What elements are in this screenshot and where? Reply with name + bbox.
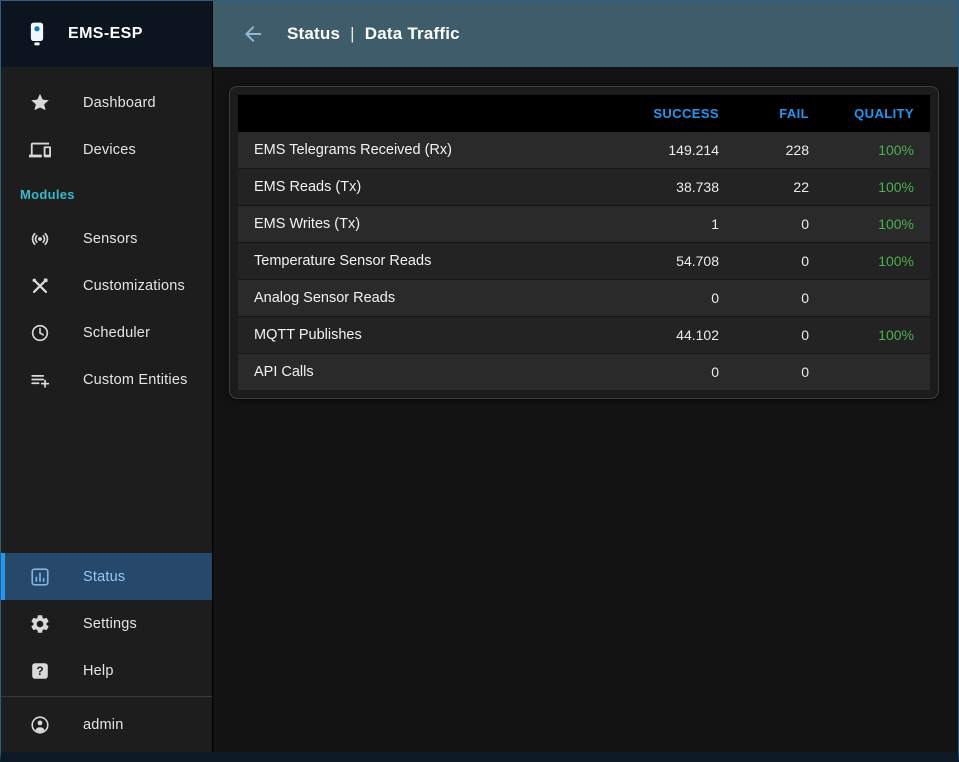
sidebar-item-label: admin (83, 717, 124, 733)
sidebar-item-custom-entities[interactable]: Custom Entities (1, 356, 212, 403)
sidebar-item-label: Status (83, 568, 126, 585)
construction-icon (28, 274, 52, 298)
sidebar: EMS-ESP Dashboard Devices Modu (1, 1, 213, 752)
table-row: API Calls 0 0 (238, 353, 930, 390)
metric-quality: 100% (825, 168, 930, 205)
page-title-primary: Status (287, 24, 341, 43)
sidebar-item-status[interactable]: Status (1, 553, 212, 600)
sidebar-account-admin[interactable]: admin (1, 699, 212, 751)
main-column: Status | Data Traffic SUCCESS FAIL (213, 1, 958, 752)
gear-icon (28, 612, 52, 636)
clock-icon (28, 321, 52, 345)
content-area: SUCCESS FAIL QUALITY EMS Telegrams Recei… (213, 67, 958, 752)
table-row: Temperature Sensor Reads 54.708 0 100% (238, 242, 930, 279)
sidebar-item-label: Custom Entities (83, 371, 188, 388)
page-title-secondary: Data Traffic (364, 24, 460, 43)
table-row: EMS Reads (Tx) 38.738 22 100% (238, 168, 930, 205)
help-icon: ? (28, 659, 52, 683)
sidebar-item-devices[interactable]: Devices (1, 126, 212, 173)
metric-quality (825, 279, 930, 316)
playlist-add-icon (28, 368, 52, 392)
data-traffic-table: SUCCESS FAIL QUALITY EMS Telegrams Recei… (238, 95, 930, 390)
sidebar-bottom-nav: Status Settings ? Help (1, 553, 212, 752)
metric-name: EMS Reads (Tx) (238, 168, 605, 205)
metric-name: Temperature Sensor Reads (238, 242, 605, 279)
metric-fail: 0 (735, 279, 825, 316)
column-header-success: SUCCESS (605, 95, 735, 132)
sidebar-item-label: Dashboard (83, 94, 156, 111)
metric-name: API Calls (238, 353, 605, 390)
metric-quality (825, 353, 930, 390)
table-row: EMS Telegrams Received (Rx) 149.214 228 … (238, 132, 930, 168)
table-row: EMS Writes (Tx) 1 0 100% (238, 205, 930, 242)
column-header-fail: FAIL (735, 95, 825, 132)
sidebar-item-dashboard[interactable]: Dashboard (1, 79, 212, 126)
metric-fail: 228 (785, 142, 809, 158)
metric-fail: 0 (735, 205, 825, 242)
sidebar-item-customizations[interactable]: Customizations (1, 262, 212, 309)
app-logo-icon (23, 20, 51, 48)
svg-text:?: ? (36, 664, 43, 678)
app-logo-area: EMS-ESP (1, 1, 212, 67)
metric-fail: 0 (735, 353, 825, 390)
metric-name: EMS Writes (Tx) (238, 205, 605, 242)
table-row: MQTT Publishes 44.102 0 100% (238, 316, 930, 353)
metric-success: 38.738 (605, 168, 735, 205)
modules-section-label: Modules (20, 186, 75, 202)
table-header-row: SUCCESS FAIL QUALITY (238, 95, 930, 132)
metric-quality: 100% (825, 316, 930, 353)
star-icon (28, 91, 52, 115)
column-header-name (238, 95, 605, 132)
sidebar-item-label: Customizations (83, 277, 185, 294)
metric-success: 149.214 (668, 142, 719, 158)
sidebar-item-settings[interactable]: Settings (1, 600, 212, 647)
metric-fail: 22 (735, 168, 825, 205)
metric-name: MQTT Publishes (238, 316, 605, 353)
sidebar-item-help[interactable]: ? Help (1, 647, 212, 694)
metric-name: EMS Telegrams Received (Rx) (254, 142, 452, 158)
metric-name: Analog Sensor Reads (238, 279, 605, 316)
sidebar-divider (1, 696, 212, 697)
sidebar-item-label: Devices (83, 141, 136, 158)
metric-fail: 0 (735, 316, 825, 353)
data-traffic-card: SUCCESS FAIL QUALITY EMS Telegrams Recei… (229, 86, 939, 399)
table-row: Analog Sensor Reads 0 0 (238, 279, 930, 316)
sidebar-item-scheduler[interactable]: Scheduler (1, 309, 212, 356)
metric-success: 1 (605, 205, 735, 242)
analytics-icon (28, 565, 52, 589)
devices-icon (28, 138, 52, 162)
metric-success: 0 (605, 353, 735, 390)
sensors-icon (28, 227, 52, 251)
column-header-quality: QUALITY (825, 95, 930, 132)
metric-quality: 100% (825, 205, 930, 242)
sidebar-item-sensors[interactable]: Sensors (1, 215, 212, 262)
page-title: Status | Data Traffic (287, 24, 460, 44)
metric-success: 54.708 (605, 242, 735, 279)
sidebar-item-label: Settings (83, 615, 137, 632)
metric-quality: 100% (825, 242, 930, 279)
metric-success: 44.102 (605, 316, 735, 353)
back-button[interactable] (235, 16, 271, 52)
appbar: Status | Data Traffic (213, 1, 958, 67)
page-title-separator: | (350, 24, 355, 43)
sidebar-item-label: Scheduler (83, 324, 151, 341)
metric-success: 0 (605, 279, 735, 316)
app-title: EMS-ESP (68, 25, 143, 42)
back-arrow-icon (241, 22, 265, 46)
sidebar-nav: Dashboard Devices Modules (1, 67, 212, 403)
sidebar-item-label: Sensors (83, 230, 138, 247)
account-circle-icon (28, 713, 52, 737)
metric-fail: 0 (735, 242, 825, 279)
metric-quality: 100% (878, 142, 914, 158)
sidebar-item-label: Help (83, 662, 114, 679)
